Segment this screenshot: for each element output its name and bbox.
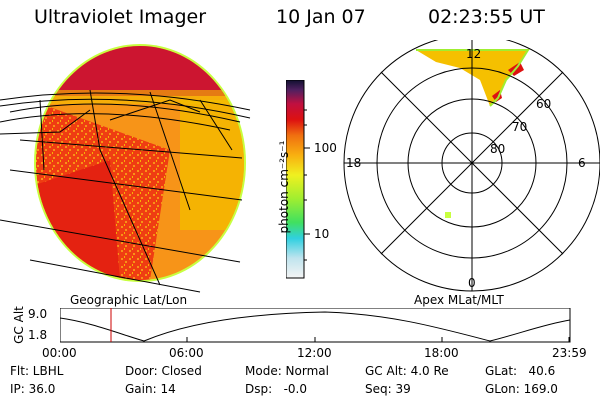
time-tick-1200: 12:00 <box>297 346 332 360</box>
time-tick-1800: 18:00 <box>424 346 459 360</box>
alt-tick-min: 1.8 <box>28 328 48 342</box>
alt-plot-ylabel: GC Alt <box>12 306 26 344</box>
info-dsp: Dsp: -0.0 <box>245 382 308 396</box>
info-gc-alt: GC Alt: 4.0 Re <box>365 364 449 378</box>
colorbar-unit-label: photon cm⁻²s⁻¹ <box>277 140 291 234</box>
time-tick-2359: 23:59 <box>552 346 587 360</box>
info-mode: Mode: Normal <box>245 364 329 378</box>
info-flt: Flt: LBHL <box>10 364 64 378</box>
right-panel-caption: Apex MLat/MLT <box>414 293 504 307</box>
left-panel-caption: Geographic Lat/Lon <box>70 293 188 307</box>
mlt-label-12: 12 <box>466 47 482 61</box>
lat-lon-grid <box>0 89 251 293</box>
aurora-spot <box>445 212 451 218</box>
colorbar-tick-10: 10 <box>314 227 330 241</box>
observation-time: 02:23:55 UT <box>428 6 545 28</box>
mlat-label-70: 70 <box>512 120 528 134</box>
info-ip: IP: 36.0 <box>10 382 56 396</box>
mlt-label-0: 0 <box>468 276 476 290</box>
observation-date: 10 Jan 07 <box>276 6 366 28</box>
colorbar <box>286 80 310 279</box>
apex-polar-plot <box>343 40 600 292</box>
info-glat: GLat: 40.6 <box>485 364 556 378</box>
info-seq: Seq: 39 <box>365 382 411 396</box>
info-glon: GLon: 169.0 <box>485 382 558 396</box>
colorbar-tick-100: 100 <box>314 141 337 155</box>
altitude-curve <box>60 311 571 342</box>
info-gain: Gain: 14 <box>125 382 176 396</box>
mlat-label-80: 80 <box>490 142 506 156</box>
mlt-label-6: 6 <box>578 156 586 170</box>
geographic-image <box>0 44 251 293</box>
time-tick-0600: 06:00 <box>169 346 204 360</box>
mlat-label-60: 60 <box>536 97 552 111</box>
polar-grid <box>343 40 600 292</box>
altitude-timeline <box>60 308 571 343</box>
instrument-title: Ultraviolet Imager <box>34 6 207 28</box>
alt-tick-max: 9.0 <box>28 307 48 321</box>
time-tick-0000: 00:00 <box>42 346 77 360</box>
info-door: Door: Closed <box>125 364 202 378</box>
mlt-label-18: 18 <box>346 156 362 170</box>
